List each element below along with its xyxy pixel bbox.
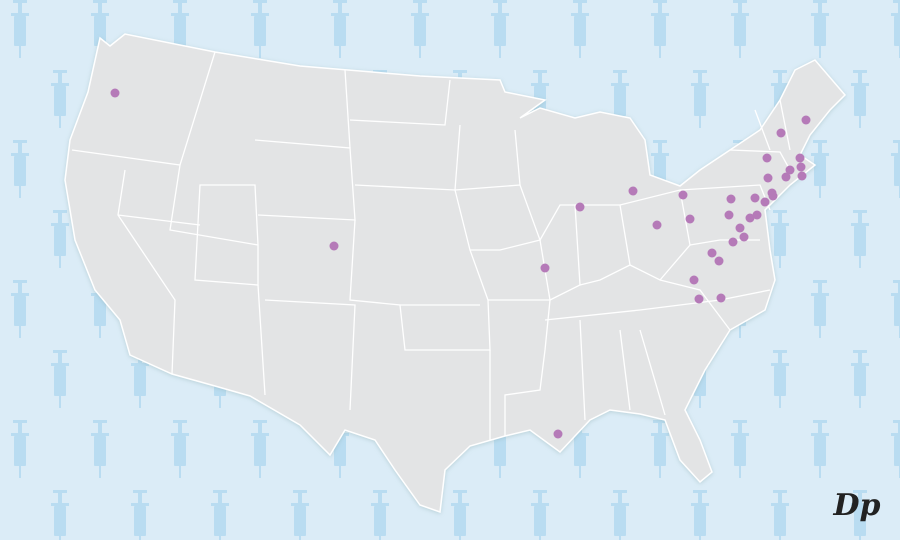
location-dot [685,214,695,224]
location-dot [752,210,762,220]
location-dot [745,213,755,223]
location-dot [110,88,120,98]
location-dot [763,173,773,183]
location-dot [678,190,688,200]
state-borders [71,51,791,440]
location-dot [652,220,662,230]
location-dot [776,128,786,138]
location-dots [110,88,811,439]
location-dot [540,263,550,273]
location-dot [739,232,749,242]
location-dot [689,275,699,285]
location-dot [781,172,791,182]
location-dot [714,256,724,266]
location-dot [768,191,778,201]
logo: Dp [833,488,881,523]
location-dot [716,293,726,303]
location-dot [760,197,770,207]
location-dot [628,186,638,196]
location-dot [762,153,772,163]
location-dot [553,429,563,439]
location-dot [726,194,736,204]
location-dot [575,202,585,212]
location-dot [795,153,805,163]
location-dot [694,294,704,304]
location-dot [724,210,734,220]
location-dot [707,248,717,258]
location-dot [329,241,339,251]
location-dot [735,223,745,233]
us-outline [64,33,847,514]
location-dot [750,193,760,203]
location-dot [796,162,806,172]
location-dot [797,171,807,181]
location-dot [801,115,811,125]
location-dot [785,165,795,175]
location-dot [728,237,738,247]
